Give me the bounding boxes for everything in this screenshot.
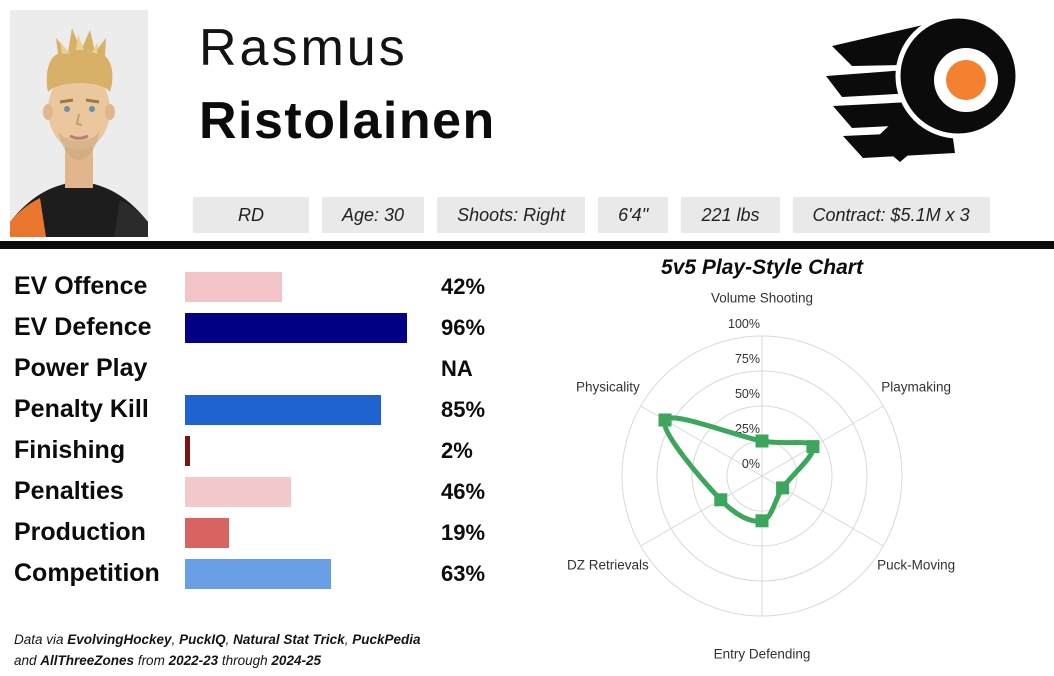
radar-chart-title: 5v5 Play-Style Chart xyxy=(661,256,863,279)
stat-bar xyxy=(185,558,331,589)
radar-axis-line xyxy=(761,405,884,477)
stat-bar xyxy=(185,271,283,302)
stat-label: Penalties xyxy=(14,477,124,505)
radar-category-label: Playmaking xyxy=(881,380,951,395)
radar-point-marker xyxy=(806,440,820,454)
radar-category-label: DZ Retrievals xyxy=(567,558,649,573)
radar-category-label: Entry Defending xyxy=(714,647,811,662)
badge-2: Shoots: Right xyxy=(437,197,586,233)
stat-bar-track xyxy=(185,435,425,466)
player-first-name: Rasmus xyxy=(199,19,408,77)
radar-chart: 0% 25% 50% 75% 100% Volume Shooting Playmaking… xyxy=(567,291,955,662)
stat-bar xyxy=(185,476,292,507)
stat-value: 96% xyxy=(441,314,486,340)
stat-row: Finishing 2% xyxy=(0,430,545,471)
radar-category-label: Puck-Moving xyxy=(877,558,955,573)
stat-value: 85% xyxy=(441,396,486,422)
team-logo-flyers-icon xyxy=(826,13,1021,162)
stat-bar-track xyxy=(185,354,425,384)
stat-value: NA xyxy=(441,355,473,381)
radar-tick-label: 0% xyxy=(742,457,760,471)
stat-label: Competition xyxy=(14,559,160,587)
stat-row: Power Play NA xyxy=(0,348,545,389)
data-attribution: Data via EvolvingHockey, PuckIQ, Natural… xyxy=(14,630,421,672)
stat-row: Penalties 46% xyxy=(0,471,545,512)
divider-bar xyxy=(0,241,1054,249)
stat-bar-track xyxy=(185,558,425,589)
stat-value: 42% xyxy=(441,273,486,299)
badge-4: 221 lbs xyxy=(681,197,780,233)
radar-tick-label: 100% xyxy=(728,317,760,331)
stat-bar xyxy=(185,517,229,548)
radar-point-marker xyxy=(755,434,769,448)
stat-bar-track xyxy=(185,312,425,343)
radar-point-marker xyxy=(714,493,728,507)
radar-point-marker xyxy=(776,481,790,495)
stat-label: EV Offence xyxy=(14,272,148,300)
radar-category-label: Physicality xyxy=(576,380,640,395)
stat-row: Competition 63% xyxy=(0,553,545,594)
badge-5: Contract: $5.1M x 3 xyxy=(792,197,990,233)
badge-0: RD xyxy=(193,197,309,233)
stat-label: Power Play xyxy=(14,354,148,382)
stat-value: 2% xyxy=(441,437,473,463)
stat-bar xyxy=(185,435,190,466)
stat-label: Production xyxy=(14,518,146,546)
badge-1: Age: 30 xyxy=(322,197,425,233)
radar-axis-line xyxy=(640,475,763,547)
radar-tick-label: 75% xyxy=(735,352,760,366)
stat-bar-track xyxy=(185,476,425,507)
stat-label: Penalty Kill xyxy=(14,395,149,423)
stat-row: EV Defence 96% xyxy=(0,307,545,348)
radar-tick-label: 25% xyxy=(735,422,760,436)
stat-row: Production 19% xyxy=(0,512,545,553)
stat-row: EV Offence 42% xyxy=(0,266,545,307)
stat-bar-track xyxy=(185,394,425,425)
attribution-line: Data via EvolvingHockey, PuckIQ, Natural… xyxy=(14,632,421,647)
player-last-name: Ristolainen xyxy=(199,92,496,150)
stat-list: EV Offence 42% EV Defence 96% Power Play NA Pe… xyxy=(0,266,545,594)
stat-bar xyxy=(185,312,407,343)
player-photo xyxy=(10,10,148,237)
stat-value: 63% xyxy=(441,560,486,586)
badge-3: 6'4'' xyxy=(598,197,669,233)
player-name: Rasmus Ristolainen xyxy=(199,12,496,158)
radar-polygon xyxy=(661,415,816,524)
stat-bar xyxy=(185,394,382,425)
stat-label: Finishing xyxy=(14,436,126,464)
stat-value: 46% xyxy=(441,478,486,504)
stat-bar-track xyxy=(185,271,425,302)
stat-bar-track xyxy=(185,517,425,548)
radar-tick-label: 50% xyxy=(735,387,760,401)
radar-category-label: Volume Shooting xyxy=(711,291,813,306)
badge-row: RD Age: 30 Shoots: Right 6'4'' 221 lbs Contra… xyxy=(193,197,990,233)
stat-row: Penalty Kill 85% xyxy=(0,389,545,430)
stat-label: EV Defence xyxy=(14,313,152,341)
radar-point-marker xyxy=(658,413,672,427)
radar-point-marker xyxy=(755,514,769,528)
stat-value: 19% xyxy=(441,519,486,545)
attribution-line: and AllThreeZones from 2022-23 through 2… xyxy=(14,652,321,668)
